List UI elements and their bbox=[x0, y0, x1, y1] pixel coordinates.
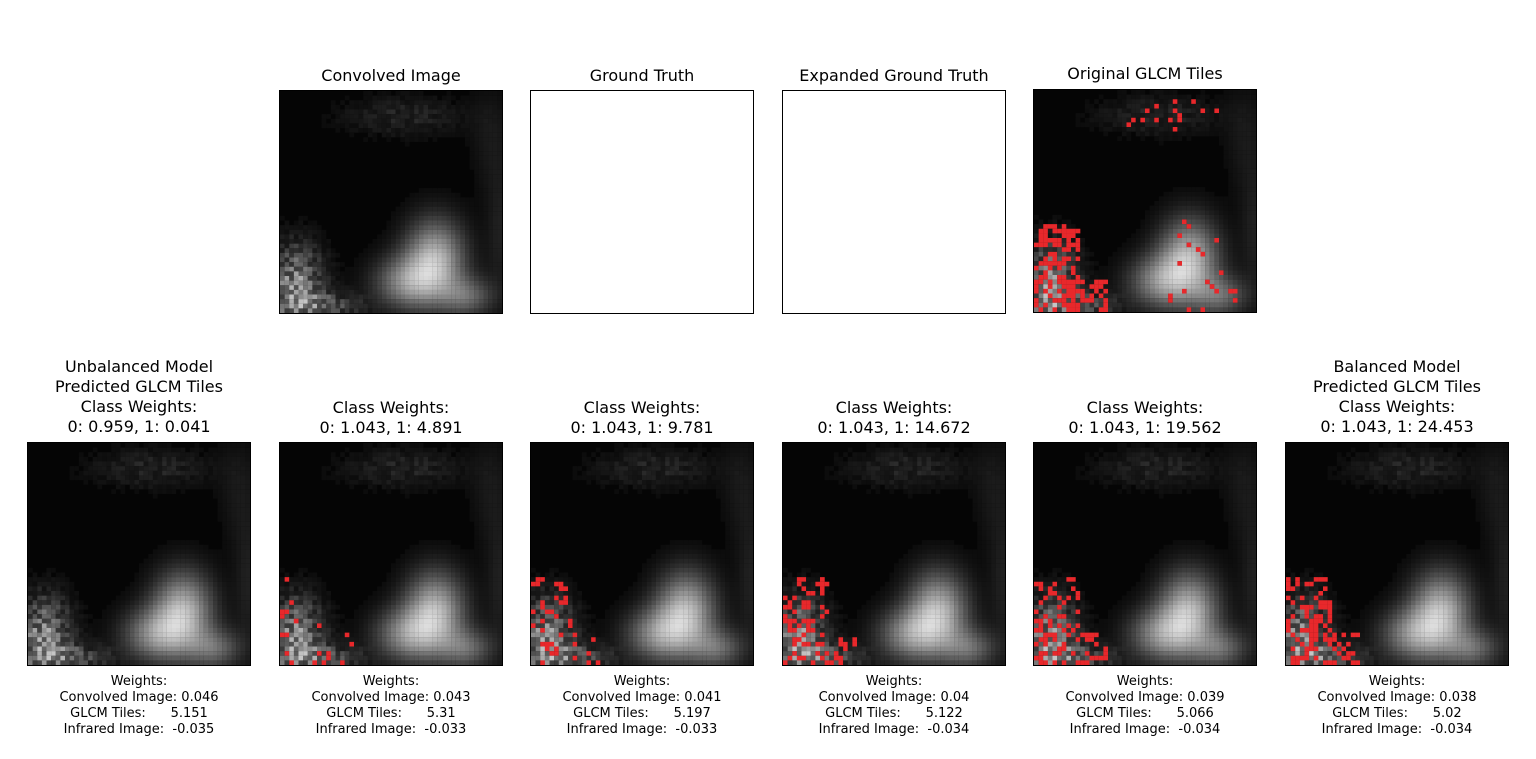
weights-header: Weights: bbox=[1368, 674, 1426, 689]
title-bottom-3: Class Weights: 0: 1.043, 1: 14.672 bbox=[817, 398, 971, 437]
weights-header: Weights: bbox=[362, 674, 420, 689]
prediction-panel-0 bbox=[27, 442, 251, 666]
prediction-panel-1 bbox=[279, 442, 503, 666]
weights-header: Weights: bbox=[613, 674, 671, 689]
prediction-image-5 bbox=[1286, 443, 1508, 665]
prediction-image-4 bbox=[1034, 443, 1256, 665]
weights-header: Weights: bbox=[865, 674, 923, 689]
weight-glcm: GLCM Tiles: 5.151 bbox=[70, 706, 208, 721]
title-original-glcm-tiles: Original GLCM Tiles bbox=[1067, 64, 1223, 83]
weights-caption-3: Weights: Convolved Image: 0.04 GLCM Tile… bbox=[764, 674, 1024, 738]
title-bottom-1: Class Weights: 0: 1.043, 1: 4.891 bbox=[319, 398, 463, 437]
weight-convolved: Convolved Image: 0.038 bbox=[1317, 690, 1477, 705]
title-expanded-ground-truth: Expanded Ground Truth bbox=[799, 66, 989, 85]
weight-infrared: Infrared Image: -0.034 bbox=[1321, 722, 1473, 737]
weight-infrared: Infrared Image: -0.035 bbox=[63, 722, 215, 737]
convolved-image bbox=[280, 91, 502, 313]
weights-caption-1: Weights: Convolved Image: 0.043 GLCM Til… bbox=[261, 674, 521, 738]
weight-glcm: GLCM Tiles: 5.02 bbox=[1332, 706, 1462, 721]
weight-convolved: Convolved Image: 0.046 bbox=[59, 690, 219, 705]
weight-convolved: Convolved Image: 0.04 bbox=[818, 690, 970, 705]
expanded-ground-truth-panel bbox=[782, 90, 1006, 314]
weight-glcm: GLCM Tiles: 5.122 bbox=[825, 706, 963, 721]
weights-caption-4: Weights: Convolved Image: 0.039 GLCM Til… bbox=[1015, 674, 1275, 738]
prediction-image-2 bbox=[531, 443, 753, 665]
weights-caption-0: Weights: Convolved Image: 0.046 GLCM Til… bbox=[9, 674, 269, 738]
weight-glcm: GLCM Tiles: 5.197 bbox=[573, 706, 711, 721]
weights-header: Weights: bbox=[110, 674, 168, 689]
prediction-image-1 bbox=[280, 443, 502, 665]
weight-convolved: Convolved Image: 0.041 bbox=[562, 690, 722, 705]
weight-infrared: Infrared Image: -0.034 bbox=[818, 722, 970, 737]
weight-glcm: GLCM Tiles: 5.066 bbox=[1076, 706, 1214, 721]
weights-header: Weights: bbox=[1116, 674, 1174, 689]
prediction-panel-5 bbox=[1285, 442, 1509, 666]
weights-caption-5: Weights: Convolved Image: 0.038 GLCM Til… bbox=[1267, 674, 1527, 738]
weights-caption-2: Weights: Convolved Image: 0.041 GLCM Til… bbox=[512, 674, 772, 738]
prediction-panel-2 bbox=[530, 442, 754, 666]
title-convolved-image: Convolved Image bbox=[321, 66, 461, 85]
title-ground-truth: Ground Truth bbox=[589, 66, 695, 85]
weight-infrared: Infrared Image: -0.034 bbox=[1069, 722, 1221, 737]
ground-truth-panel bbox=[530, 90, 754, 314]
title-bottom-4: Class Weights: 0: 1.043, 1: 19.562 bbox=[1068, 398, 1222, 437]
original-glcm-tiles-panel bbox=[1033, 89, 1257, 313]
title-bottom-5: Balanced Model Predicted GLCM Tiles Clas… bbox=[1313, 357, 1481, 436]
title-bottom-0: Unbalanced Model Predicted GLCM Tiles Cl… bbox=[55, 357, 223, 436]
weight-infrared: Infrared Image: -0.033 bbox=[566, 722, 718, 737]
title-bottom-2: Class Weights: 0: 1.043, 1: 9.781 bbox=[570, 398, 714, 437]
prediction-panel-3 bbox=[782, 442, 1006, 666]
weight-convolved: Convolved Image: 0.043 bbox=[311, 690, 471, 705]
prediction-panel-4 bbox=[1033, 442, 1257, 666]
convolved-image-panel bbox=[279, 90, 503, 314]
weight-glcm: GLCM Tiles: 5.31 bbox=[326, 706, 456, 721]
prediction-image-0 bbox=[28, 443, 250, 665]
original-glcm-tiles-image bbox=[1034, 90, 1256, 312]
weight-infrared: Infrared Image: -0.033 bbox=[315, 722, 467, 737]
weight-convolved: Convolved Image: 0.039 bbox=[1065, 690, 1225, 705]
prediction-image-3 bbox=[783, 443, 1005, 665]
